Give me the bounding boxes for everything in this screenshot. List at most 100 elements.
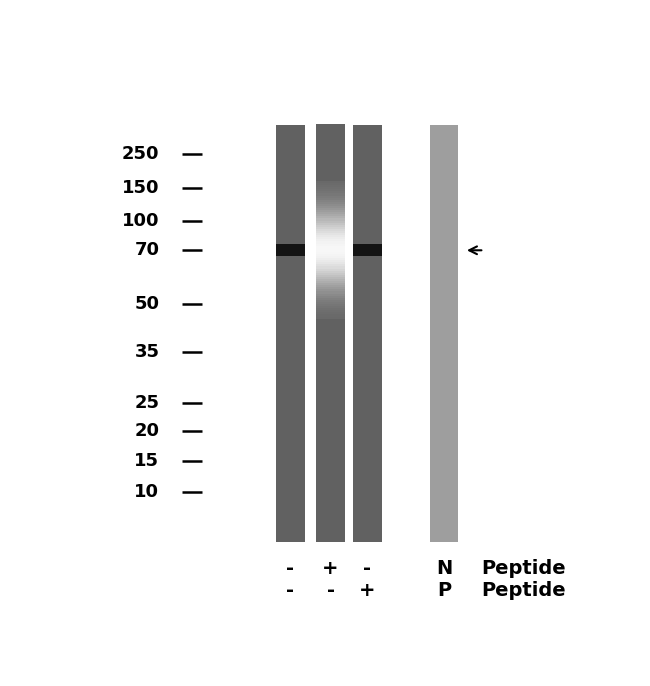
Bar bbox=[317, 533, 345, 536]
Bar bbox=[317, 335, 345, 338]
Bar bbox=[317, 347, 345, 350]
Bar bbox=[317, 247, 345, 250]
Bar bbox=[317, 531, 345, 534]
Bar bbox=[317, 523, 345, 525]
Bar bbox=[317, 243, 345, 246]
Bar bbox=[317, 366, 345, 368]
Bar bbox=[317, 249, 345, 252]
Bar bbox=[317, 187, 345, 189]
Text: 100: 100 bbox=[122, 212, 159, 230]
Bar bbox=[317, 174, 345, 177]
Bar bbox=[317, 166, 345, 168]
Text: Peptide: Peptide bbox=[482, 581, 566, 600]
Bar bbox=[317, 491, 345, 494]
Bar bbox=[317, 224, 345, 227]
Bar bbox=[317, 255, 345, 258]
Bar bbox=[317, 506, 345, 508]
Bar bbox=[317, 260, 345, 262]
Bar bbox=[317, 471, 345, 473]
Bar bbox=[317, 399, 345, 402]
Bar bbox=[317, 375, 345, 377]
Bar bbox=[317, 355, 345, 358]
Bar bbox=[317, 401, 345, 404]
Bar bbox=[317, 149, 345, 152]
Bar bbox=[317, 433, 345, 436]
Bar bbox=[317, 537, 345, 540]
Bar bbox=[317, 130, 345, 133]
Bar bbox=[317, 510, 345, 512]
Bar bbox=[317, 141, 345, 143]
Bar bbox=[317, 453, 345, 456]
Text: 25: 25 bbox=[135, 394, 159, 412]
Bar bbox=[317, 462, 345, 464]
Bar bbox=[317, 460, 345, 462]
Bar bbox=[317, 445, 345, 448]
Bar bbox=[317, 230, 345, 233]
Bar bbox=[317, 387, 345, 390]
Bar bbox=[317, 305, 345, 308]
Bar bbox=[317, 266, 345, 268]
Bar bbox=[317, 341, 345, 344]
Bar bbox=[317, 293, 345, 296]
Bar bbox=[317, 410, 345, 412]
Bar bbox=[317, 423, 345, 425]
Bar bbox=[317, 493, 345, 496]
Bar bbox=[317, 318, 345, 321]
Bar bbox=[317, 429, 345, 431]
Bar bbox=[317, 205, 345, 208]
Bar bbox=[317, 172, 345, 175]
Bar bbox=[430, 125, 458, 542]
Bar bbox=[317, 262, 345, 264]
Bar bbox=[317, 199, 345, 202]
Text: 150: 150 bbox=[122, 179, 159, 197]
Bar bbox=[317, 391, 345, 394]
Bar bbox=[317, 397, 345, 400]
Bar bbox=[317, 279, 345, 281]
Text: 250: 250 bbox=[122, 145, 159, 163]
Bar bbox=[317, 178, 345, 181]
Bar bbox=[317, 441, 345, 444]
Text: -: - bbox=[326, 581, 335, 600]
Bar bbox=[276, 244, 305, 256]
Bar bbox=[317, 324, 345, 327]
Bar bbox=[317, 479, 345, 482]
Bar bbox=[317, 372, 345, 375]
Bar bbox=[317, 289, 345, 292]
Bar bbox=[317, 203, 345, 206]
Bar bbox=[317, 521, 345, 523]
Text: +: + bbox=[359, 581, 376, 600]
Bar bbox=[317, 487, 345, 490]
Bar bbox=[317, 329, 345, 331]
Bar bbox=[317, 357, 345, 360]
Bar bbox=[317, 362, 345, 364]
Bar bbox=[353, 125, 382, 542]
Bar bbox=[317, 418, 345, 421]
Bar bbox=[317, 312, 345, 314]
Bar bbox=[317, 222, 345, 225]
Bar bbox=[317, 449, 345, 452]
Bar bbox=[317, 132, 345, 135]
Bar bbox=[317, 245, 345, 248]
Bar bbox=[317, 218, 345, 221]
Bar bbox=[317, 377, 345, 379]
Bar bbox=[317, 226, 345, 229]
Bar bbox=[317, 383, 345, 386]
Bar bbox=[317, 193, 345, 196]
Bar bbox=[317, 416, 345, 418]
Bar bbox=[317, 303, 345, 306]
Text: Peptide: Peptide bbox=[482, 559, 566, 578]
Bar bbox=[317, 403, 345, 406]
Bar bbox=[317, 501, 345, 504]
Bar bbox=[317, 314, 345, 316]
Bar bbox=[317, 201, 345, 204]
Bar bbox=[317, 539, 345, 542]
Bar bbox=[276, 125, 305, 542]
Bar bbox=[317, 126, 345, 129]
Bar bbox=[317, 495, 345, 498]
Bar bbox=[317, 331, 345, 333]
Bar bbox=[317, 143, 345, 145]
Bar bbox=[317, 345, 345, 348]
Bar bbox=[317, 257, 345, 260]
Bar bbox=[317, 421, 345, 423]
Bar bbox=[353, 244, 382, 256]
